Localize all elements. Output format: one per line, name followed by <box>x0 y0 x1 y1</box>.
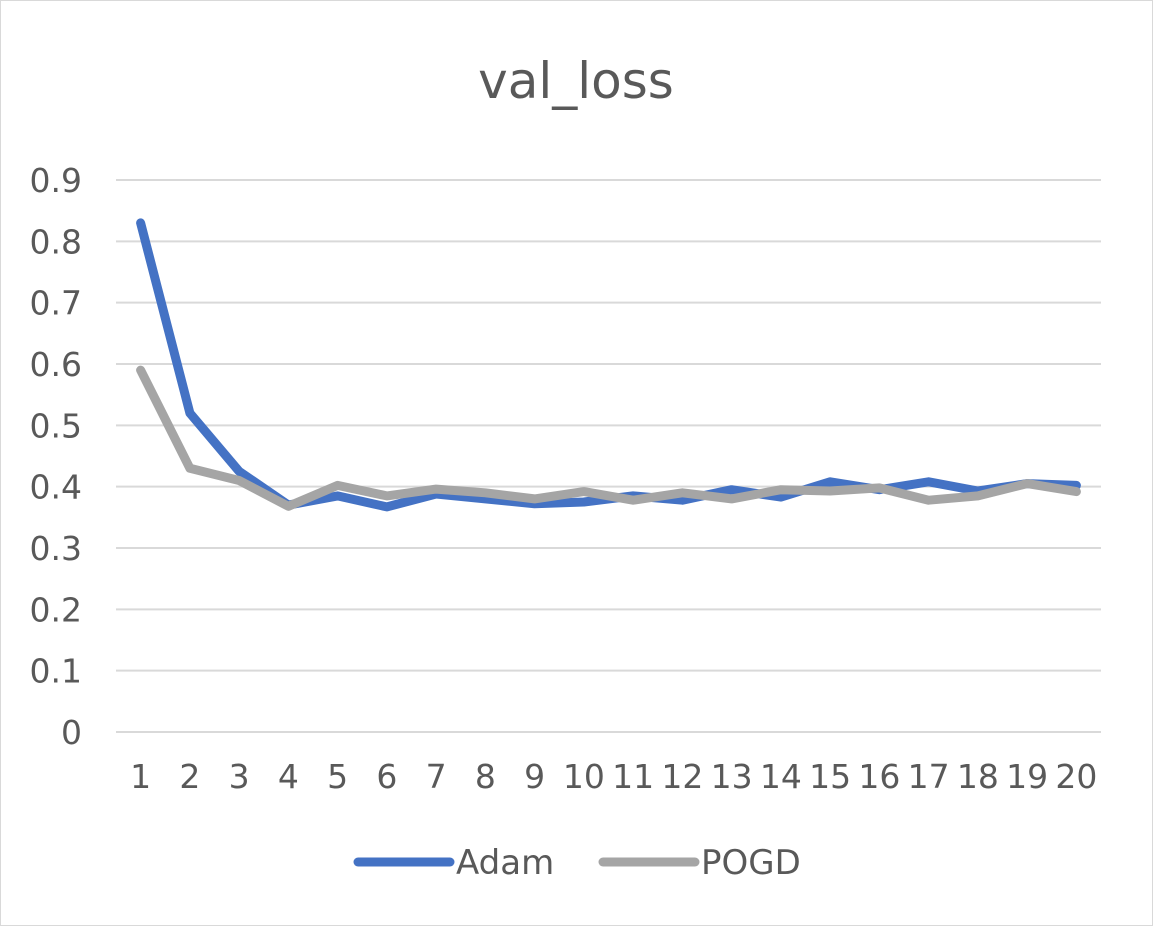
x-tick-label: 3 <box>229 757 250 796</box>
x-tick-label: 13 <box>711 757 753 796</box>
legend-label-pogd: POGD <box>701 843 801 883</box>
y-tick-label: 0.1 <box>30 652 82 691</box>
x-tick-label: 7 <box>426 757 447 796</box>
y-tick-label: 0 <box>61 713 82 752</box>
x-tick-label: 15 <box>809 757 851 796</box>
series-lines <box>136 218 1081 512</box>
x-tick-label: 20 <box>1055 757 1097 796</box>
x-tick-label: 4 <box>278 757 299 796</box>
y-tick-label: 0.8 <box>30 222 82 261</box>
legend: Adam POGD <box>353 843 801 883</box>
x-tick-label: 5 <box>327 757 348 796</box>
y-tick-label: 0.9 <box>30 161 82 200</box>
x-tick-label: 18 <box>957 757 999 796</box>
y-tick-label: 0.2 <box>30 590 82 629</box>
x-tick-label: 9 <box>524 757 545 796</box>
y-axis-ticks: 0 0.1 0.2 0.3 0.4 0.5 0.6 0.7 0.8 0.9 <box>30 161 82 752</box>
chart-title: val_loss <box>478 52 674 110</box>
x-tick-label: 16 <box>858 757 900 796</box>
x-tick-label: 6 <box>376 757 397 796</box>
x-tick-label: 2 <box>179 757 200 796</box>
y-tick-label: 0.6 <box>30 345 82 384</box>
x-tick-label: 1 <box>130 757 151 796</box>
x-tick-label: 10 <box>563 757 605 796</box>
gridlines <box>116 179 1101 733</box>
y-tick-label: 0.4 <box>30 468 82 507</box>
x-tick-label: 12 <box>661 757 703 796</box>
x-tick-label: 11 <box>612 757 654 796</box>
legend-label-adam: Adam <box>456 843 554 883</box>
y-tick-label: 0.5 <box>30 406 82 445</box>
x-tick-label: 8 <box>475 757 496 796</box>
x-tick-label: 17 <box>908 757 950 796</box>
x-axis-ticks: 1 2 3 4 5 6 7 8 9 10 11 12 13 14 15 16 17 18 19 20 <box>130 757 1097 796</box>
y-tick-label: 0.3 <box>30 529 82 568</box>
y-tick-label: 0.7 <box>30 284 82 323</box>
x-tick-label: 14 <box>760 757 802 796</box>
series-line-pogd <box>136 365 1081 511</box>
x-tick-label: 19 <box>1006 757 1048 796</box>
